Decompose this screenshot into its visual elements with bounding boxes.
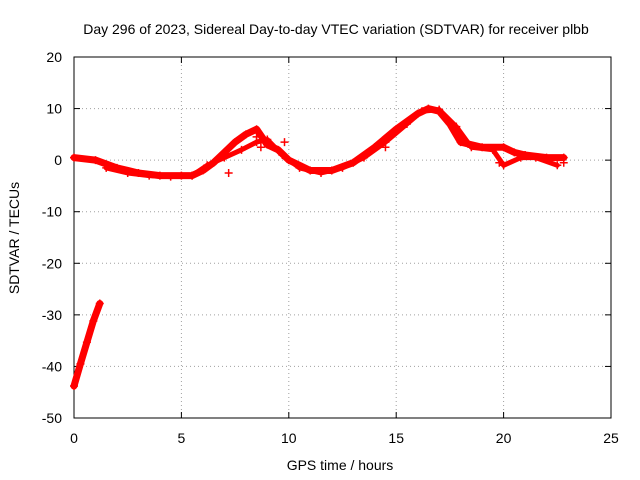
x-tick-label: 5 bbox=[178, 430, 186, 446]
data-point bbox=[417, 107, 426, 116]
x-axis-label: GPS time / hours bbox=[287, 457, 394, 473]
data-point bbox=[338, 163, 347, 172]
data-point bbox=[531, 153, 540, 162]
data-point bbox=[252, 125, 261, 134]
x-tick-label: 15 bbox=[388, 430, 404, 446]
y-tick-label: -50 bbox=[42, 410, 62, 426]
data-point bbox=[188, 171, 197, 180]
data-point bbox=[241, 130, 250, 139]
x-tick-label: 0 bbox=[70, 430, 78, 446]
data-point bbox=[295, 163, 304, 172]
data-point bbox=[91, 156, 100, 165]
data-point bbox=[102, 163, 111, 172]
data-point bbox=[89, 317, 98, 326]
data-point bbox=[220, 153, 229, 162]
data-point bbox=[263, 135, 272, 144]
data-point bbox=[70, 153, 78, 162]
tick-labels: 0 5 10 15 20 25 -50 -40 -30 -20 -10 0 10 20 bbox=[42, 49, 619, 446]
data-series bbox=[70, 299, 104, 391]
data-point bbox=[510, 148, 519, 157]
data-series bbox=[102, 105, 562, 181]
data-point bbox=[252, 132, 261, 141]
data-point bbox=[467, 143, 476, 152]
data-point bbox=[237, 145, 246, 154]
plot-frame bbox=[73, 56, 612, 419]
data-point bbox=[231, 138, 240, 147]
data-point bbox=[499, 161, 508, 170]
data-point bbox=[280, 138, 289, 147]
data-point bbox=[166, 172, 175, 181]
grid bbox=[74, 57, 611, 418]
data-point bbox=[359, 153, 368, 162]
plot-area bbox=[70, 104, 568, 391]
data-point bbox=[456, 138, 465, 147]
data-point bbox=[145, 171, 154, 180]
y-tick-label: -30 bbox=[42, 307, 62, 323]
series-line bbox=[70, 105, 568, 180]
data-point bbox=[76, 359, 85, 368]
data-point bbox=[402, 120, 411, 129]
y-tick-label: -20 bbox=[42, 255, 62, 271]
data-point bbox=[452, 122, 461, 131]
x-tick-label: 25 bbox=[603, 430, 619, 446]
data-point bbox=[224, 169, 233, 178]
data-point bbox=[381, 143, 390, 152]
y-tick-label: 10 bbox=[46, 101, 62, 117]
data-point bbox=[82, 338, 91, 347]
x-tick-label: 20 bbox=[496, 430, 512, 446]
y-tick-label: -10 bbox=[42, 204, 62, 220]
data-series bbox=[224, 132, 568, 178]
chart-title: Day 296 of 2023, Sidereal Day-to-day VTE… bbox=[83, 21, 589, 37]
y-tick-label: 20 bbox=[46, 49, 62, 65]
data-point bbox=[123, 169, 132, 178]
data-point bbox=[516, 153, 525, 162]
data-point bbox=[256, 143, 265, 152]
data-point bbox=[553, 161, 562, 170]
y-axis-label: SDTVAR / TECUs bbox=[6, 182, 22, 294]
data-point bbox=[95, 299, 104, 308]
data-point bbox=[488, 145, 497, 154]
data-point bbox=[495, 158, 504, 167]
data-point bbox=[70, 382, 78, 391]
y-tick-label: 0 bbox=[54, 152, 62, 168]
x-tick-label: 10 bbox=[281, 430, 297, 446]
data-point bbox=[203, 161, 212, 170]
axis-ticks bbox=[73, 56, 612, 419]
data-point bbox=[435, 105, 444, 114]
data-point bbox=[559, 158, 568, 167]
data-point bbox=[317, 169, 326, 178]
data-point bbox=[278, 150, 287, 159]
data-series bbox=[70, 104, 568, 180]
y-tick-label: -40 bbox=[42, 358, 62, 374]
data-point bbox=[499, 143, 508, 152]
